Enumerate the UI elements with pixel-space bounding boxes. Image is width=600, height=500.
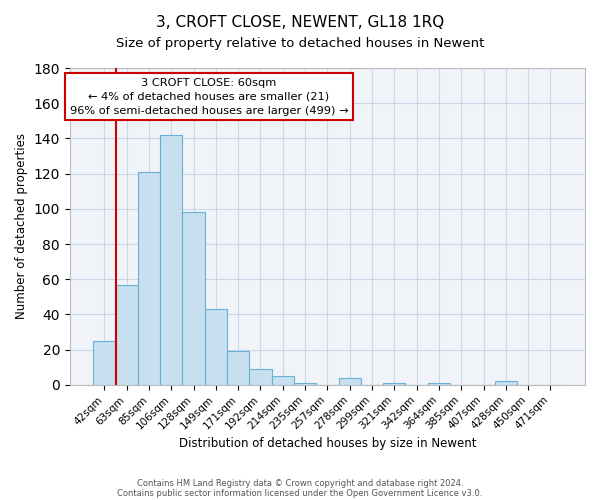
- Bar: [250, 369, 272, 385]
- X-axis label: Distribution of detached houses by size in Newent: Distribution of detached houses by size …: [179, 437, 476, 450]
- Text: Size of property relative to detached houses in Newent: Size of property relative to detached ho…: [116, 38, 484, 51]
- Bar: [116, 284, 138, 385]
- Text: 3, CROFT CLOSE, NEWENT, GL18 1RQ: 3, CROFT CLOSE, NEWENT, GL18 1RQ: [156, 15, 444, 30]
- Bar: [138, 172, 160, 385]
- Bar: [205, 309, 227, 385]
- Bar: [93, 341, 116, 385]
- Bar: [182, 212, 205, 385]
- Bar: [272, 376, 294, 385]
- Text: 3 CROFT CLOSE: 60sqm
← 4% of detached houses are smaller (21)
96% of semi-detach: 3 CROFT CLOSE: 60sqm ← 4% of detached ho…: [70, 78, 348, 116]
- Y-axis label: Number of detached properties: Number of detached properties: [15, 134, 28, 320]
- Bar: [227, 352, 250, 385]
- Text: Contains public sector information licensed under the Open Government Licence v3: Contains public sector information licen…: [118, 488, 482, 498]
- Bar: [494, 382, 517, 385]
- Bar: [160, 135, 182, 385]
- Text: Contains HM Land Registry data © Crown copyright and database right 2024.: Contains HM Land Registry data © Crown c…: [137, 478, 463, 488]
- Bar: [428, 383, 450, 385]
- Bar: [294, 383, 316, 385]
- Bar: [338, 378, 361, 385]
- Bar: [383, 383, 406, 385]
